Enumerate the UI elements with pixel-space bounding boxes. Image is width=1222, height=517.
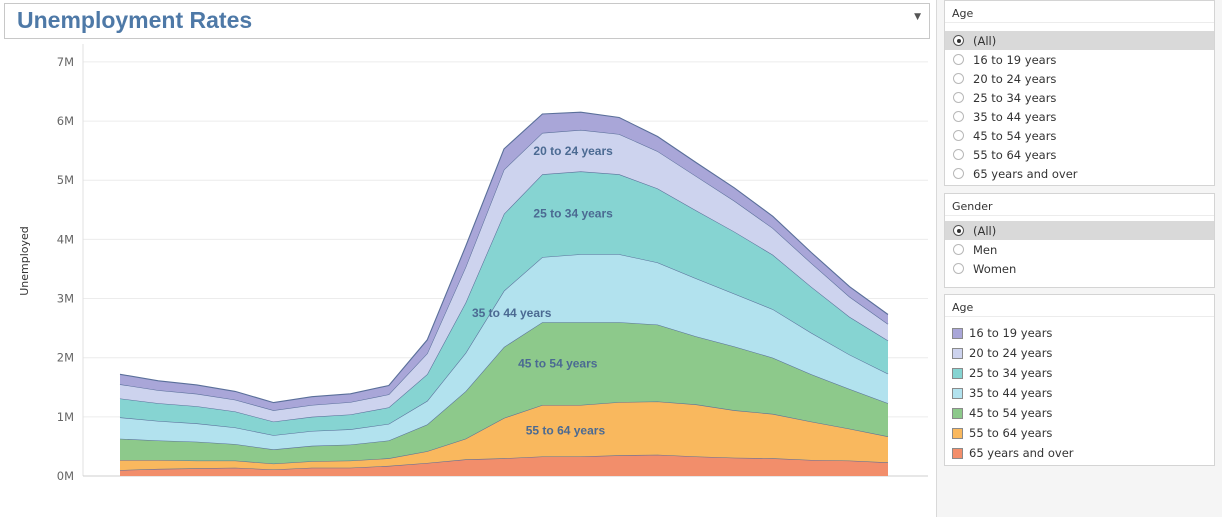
gender-filter-option[interactable]: Women xyxy=(945,259,1214,278)
radio-button-icon[interactable] xyxy=(953,149,964,160)
legend-swatch xyxy=(952,407,963,419)
area-series xyxy=(120,401,888,471)
legend-label: 20 to 24 years xyxy=(969,346,1053,360)
page-title: Unemployment Rates xyxy=(17,7,253,33)
age-filter-option-label: 20 to 24 years xyxy=(973,71,1057,86)
series-annotation: 55 to 64 years xyxy=(526,424,606,438)
y-tick-label: 0M xyxy=(57,469,74,483)
y-tick-label: 4M xyxy=(57,232,74,246)
y-tick-label: 6M xyxy=(57,114,74,128)
radio-button-icon[interactable] xyxy=(953,73,964,84)
area-series xyxy=(120,171,888,436)
area-series-edge xyxy=(119,111,889,404)
gender-filter-option[interactable]: (All) xyxy=(945,221,1214,240)
legend-label: 45 to 54 years xyxy=(969,406,1053,420)
gender-filter-option-label: Men xyxy=(973,242,998,257)
area-series xyxy=(120,129,888,422)
age-filter-option-label: 35 to 44 years xyxy=(973,109,1057,124)
age-filter-option-label: 55 to 64 years xyxy=(973,147,1057,162)
age-filter-option[interactable]: 25 to 34 years xyxy=(945,88,1214,107)
legend-item[interactable]: 55 to 64 years xyxy=(945,423,1214,443)
series-annotation: 20 to 24 years xyxy=(533,144,613,158)
age-filter-option-label: 45 to 54 years xyxy=(973,128,1057,143)
age-filter-option[interactable]: 55 to 64 years xyxy=(945,145,1214,164)
gender-filter-option-label: Women xyxy=(973,261,1017,276)
legend-item[interactable]: 25 to 34 years xyxy=(945,363,1214,383)
legend-item[interactable]: 20 to 24 years xyxy=(945,343,1214,363)
gender-filter-card: Gender (All) Men Women xyxy=(944,193,1215,288)
radio-button-icon[interactable] xyxy=(953,225,964,236)
radio-button-icon[interactable] xyxy=(953,111,964,122)
y-tick-label: 5M xyxy=(57,173,74,187)
age-filter-title: Age xyxy=(945,1,1214,23)
legend-swatch xyxy=(952,447,963,459)
legend-item[interactable]: 65 years and over xyxy=(945,443,1214,463)
legend-label: 65 years and over xyxy=(969,446,1074,460)
legend-label: 55 to 64 years xyxy=(969,426,1053,440)
y-tick-label: 2M xyxy=(57,351,74,365)
legend-item[interactable]: 16 to 19 years xyxy=(945,323,1214,343)
radio-button-icon[interactable] xyxy=(953,92,964,103)
age-filter-option[interactable]: 20 to 24 years xyxy=(945,69,1214,88)
series-annotation: 45 to 54 years xyxy=(518,357,598,371)
area-series xyxy=(120,454,888,476)
legend-swatch xyxy=(952,427,963,439)
radio-button-icon[interactable] xyxy=(953,168,964,179)
legend-label: 25 to 34 years xyxy=(969,366,1053,380)
legend-swatch xyxy=(952,327,963,339)
age-filter-option-label: 16 to 19 years xyxy=(973,52,1057,67)
panel-divider xyxy=(936,0,937,517)
age-filter-option[interactable]: 16 to 19 years xyxy=(945,50,1214,69)
y-tick-label: 3M xyxy=(57,292,74,306)
age-filter-option[interactable]: 45 to 54 years xyxy=(945,126,1214,145)
legend-label: 16 to 19 years xyxy=(969,326,1053,340)
title-dropdown[interactable]: Unemployment Rates ▼ xyxy=(4,3,930,39)
age-filter-option-label: (All) xyxy=(973,33,997,48)
gender-filter-option-label: (All) xyxy=(973,223,997,238)
radio-button-icon[interactable] xyxy=(953,244,964,255)
y-tick-label: 7M xyxy=(57,55,74,69)
legend-item[interactable]: 35 to 44 years xyxy=(945,383,1214,403)
age-legend-card: Age 16 to 19 years 20 to 24 years 25 to 34… xyxy=(944,294,1215,466)
age-filter-option[interactable]: 65 years and over xyxy=(945,164,1214,183)
legend-swatch xyxy=(952,367,963,379)
gender-filter-option[interactable]: Men xyxy=(945,240,1214,259)
age-filter-option-label: 65 years and over xyxy=(973,166,1078,181)
radio-button-icon[interactable] xyxy=(953,35,964,46)
gender-filter-title: Gender xyxy=(945,194,1214,216)
legend-item[interactable]: 45 to 54 years xyxy=(945,403,1214,423)
chevron-down-icon[interactable]: ▼ xyxy=(914,12,921,22)
radio-button-icon[interactable] xyxy=(953,54,964,65)
age-filter-option[interactable]: 35 to 44 years xyxy=(945,107,1214,126)
age-legend-title: Age xyxy=(945,295,1214,317)
series-annotation: 35 to 44 years xyxy=(472,306,552,320)
legend-swatch xyxy=(952,347,963,359)
series-annotation: 25 to 34 years xyxy=(533,206,613,220)
y-axis-title: Unemployed xyxy=(18,226,31,296)
age-filter-option[interactable]: (All) xyxy=(945,31,1214,50)
area-series xyxy=(120,322,888,464)
age-filter-card: Age (All) 16 to 19 years 20 to 24 years 25 … xyxy=(944,0,1215,186)
y-tick-label: 1M xyxy=(57,410,74,424)
radio-button-icon[interactable] xyxy=(953,263,964,274)
legend-swatch xyxy=(952,387,963,399)
area-series xyxy=(120,254,888,450)
legend-label: 35 to 44 years xyxy=(969,386,1053,400)
radio-button-icon[interactable] xyxy=(953,130,964,141)
age-filter-option-label: 25 to 34 years xyxy=(973,90,1057,105)
area-chart: 0M 1M 2M 3M 4M 5M 6M 7M Unemployed 20 to 24 years… xyxy=(18,44,928,483)
